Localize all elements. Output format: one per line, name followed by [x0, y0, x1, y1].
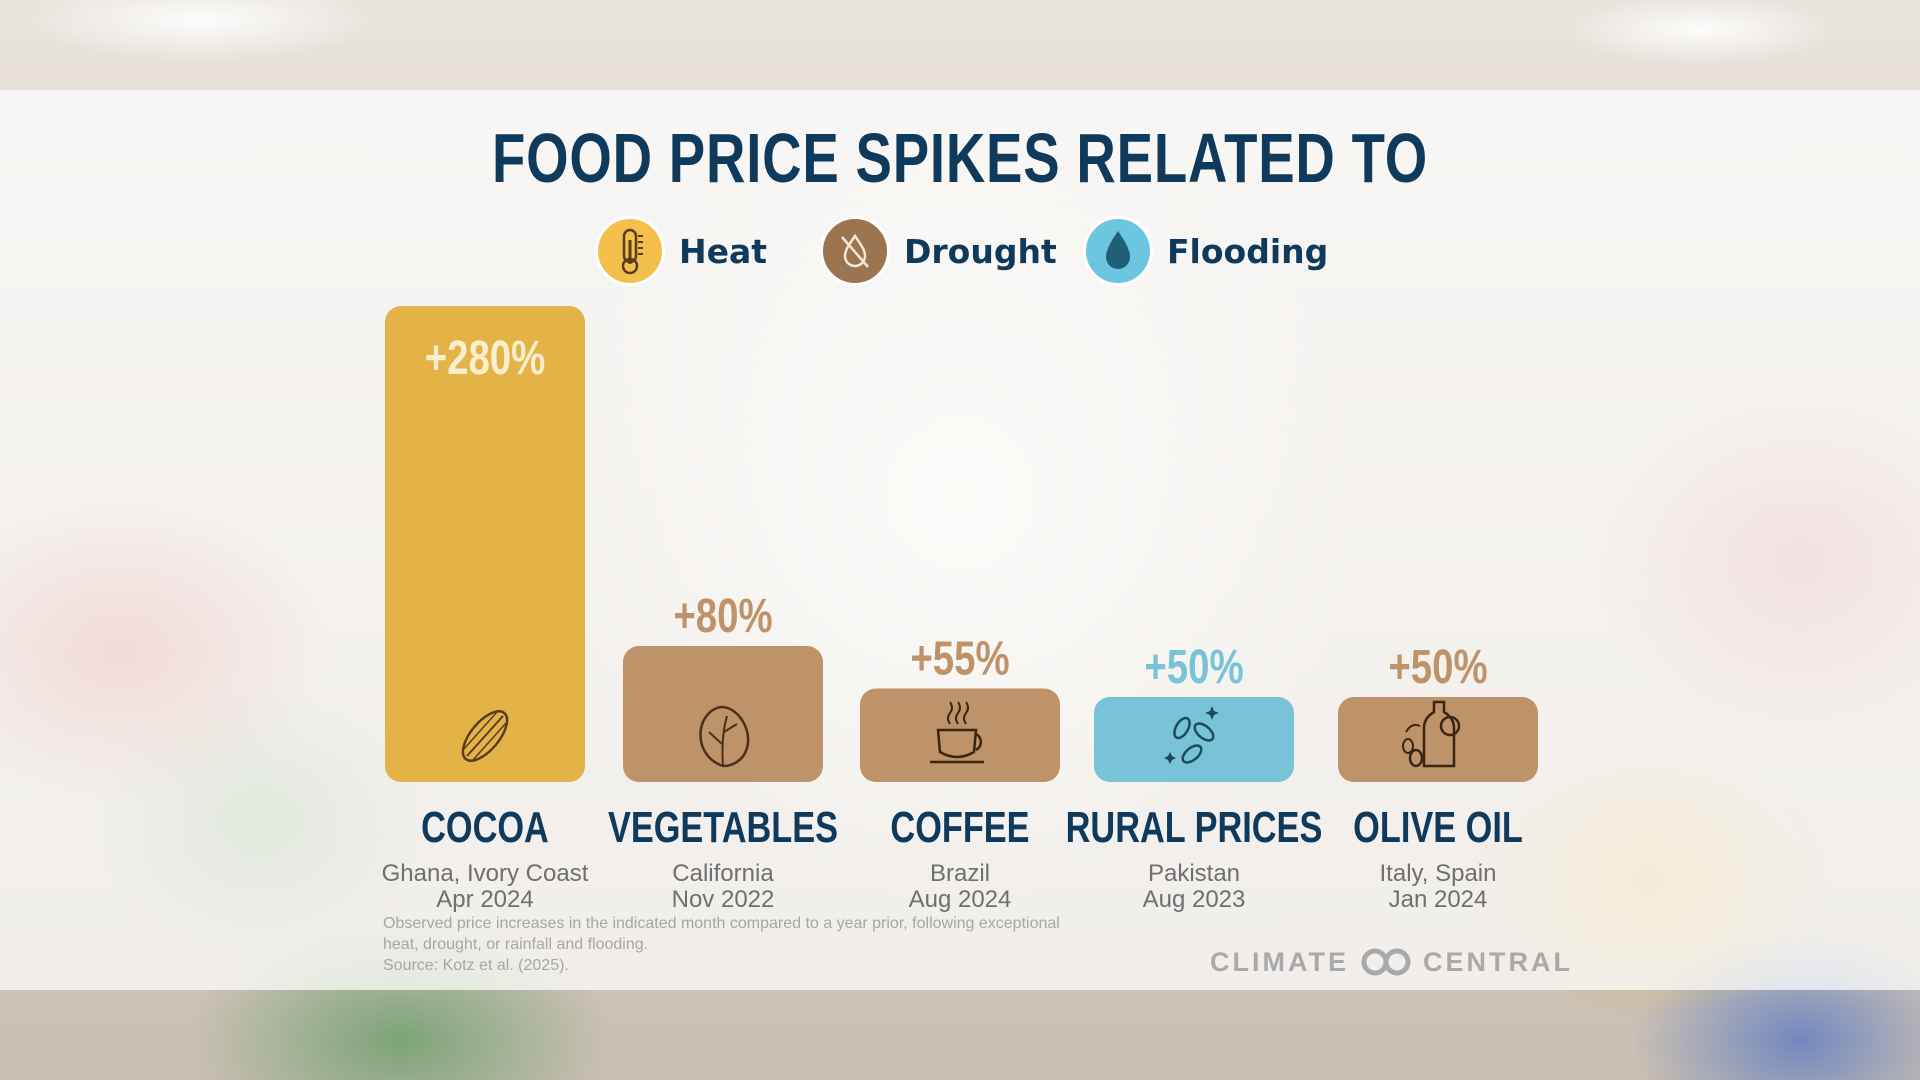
bar-coffee	[860, 688, 1060, 782]
legend-item-drought: Drought	[820, 213, 1057, 289]
category-label: RURAL PRICES	[1066, 803, 1323, 852]
content-panel	[0, 90, 1920, 990]
value-label: +50%	[1388, 641, 1487, 694]
location-label: Ghana, Ivory Coast	[382, 860, 589, 887]
value-label: +55%	[910, 633, 1009, 686]
olive-oil-bottle-icon	[1402, 700, 1461, 768]
brand-left: CLIMATE	[1210, 946, 1349, 977]
date-label: Jan 2024	[1389, 886, 1488, 913]
location-label: Pakistan	[1148, 860, 1240, 887]
footnote: Observed price increases in the indicate…	[383, 913, 1143, 976]
lettuce-icon	[699, 705, 750, 768]
water-drop-icon	[1083, 216, 1153, 286]
legend: Heat Drought Flooding	[0, 213, 1920, 289]
category-label: COFFEE	[890, 803, 1029, 852]
legend-label-flooding: Flooding	[1167, 231, 1329, 271]
chart-title: FOOD PRICE SPIKES RELATED TO	[492, 119, 1428, 197]
legend-item-flooding: Flooding	[1083, 213, 1328, 289]
brand-right: CENTRAL	[1422, 946, 1573, 977]
bar-rural-prices	[1094, 697, 1294, 782]
bar-cocoa	[385, 306, 585, 782]
bar-vegetables	[623, 646, 823, 782]
date-label: Aug 2023	[1143, 886, 1246, 913]
value-label: +80%	[673, 590, 772, 643]
footnote-line-1: Observed price increases in the indicate…	[383, 915, 1060, 932]
footnote-line-2: heat, drought, or rainfall and flooding.	[383, 936, 649, 953]
footnote-source: Source: Kotz et al. (2025).	[383, 957, 569, 974]
category-label: OLIVE OIL	[1353, 803, 1523, 852]
value-label: +50%	[1144, 641, 1243, 694]
date-label: Nov 2022	[672, 886, 775, 913]
cocoa-pod-icon	[461, 710, 509, 762]
legend-label-drought: Drought	[904, 231, 1057, 271]
category-label: VEGETABLES	[608, 803, 838, 852]
location-label: Brazil	[930, 860, 990, 887]
location-label: Italy, Spain	[1380, 860, 1497, 887]
date-label: Aug 2024	[909, 886, 1012, 913]
coins-icon	[1164, 706, 1219, 764]
no-water-icon	[820, 216, 890, 286]
thermometer-icon	[595, 216, 665, 286]
climate-central-logo: CLIMATE CENTRAL	[1210, 944, 1573, 980]
location-label: California	[672, 860, 774, 887]
bar-olive-oil	[1338, 697, 1538, 782]
legend-label-heat: Heat	[679, 231, 768, 271]
infinity-logo-icon	[1361, 948, 1411, 976]
coffee-cup-icon	[930, 701, 984, 764]
legend-item-heat: Heat	[595, 213, 767, 289]
category-label: COCOA	[421, 803, 549, 852]
date-label: Apr 2024	[436, 886, 533, 913]
value-label: +280%	[425, 332, 546, 385]
